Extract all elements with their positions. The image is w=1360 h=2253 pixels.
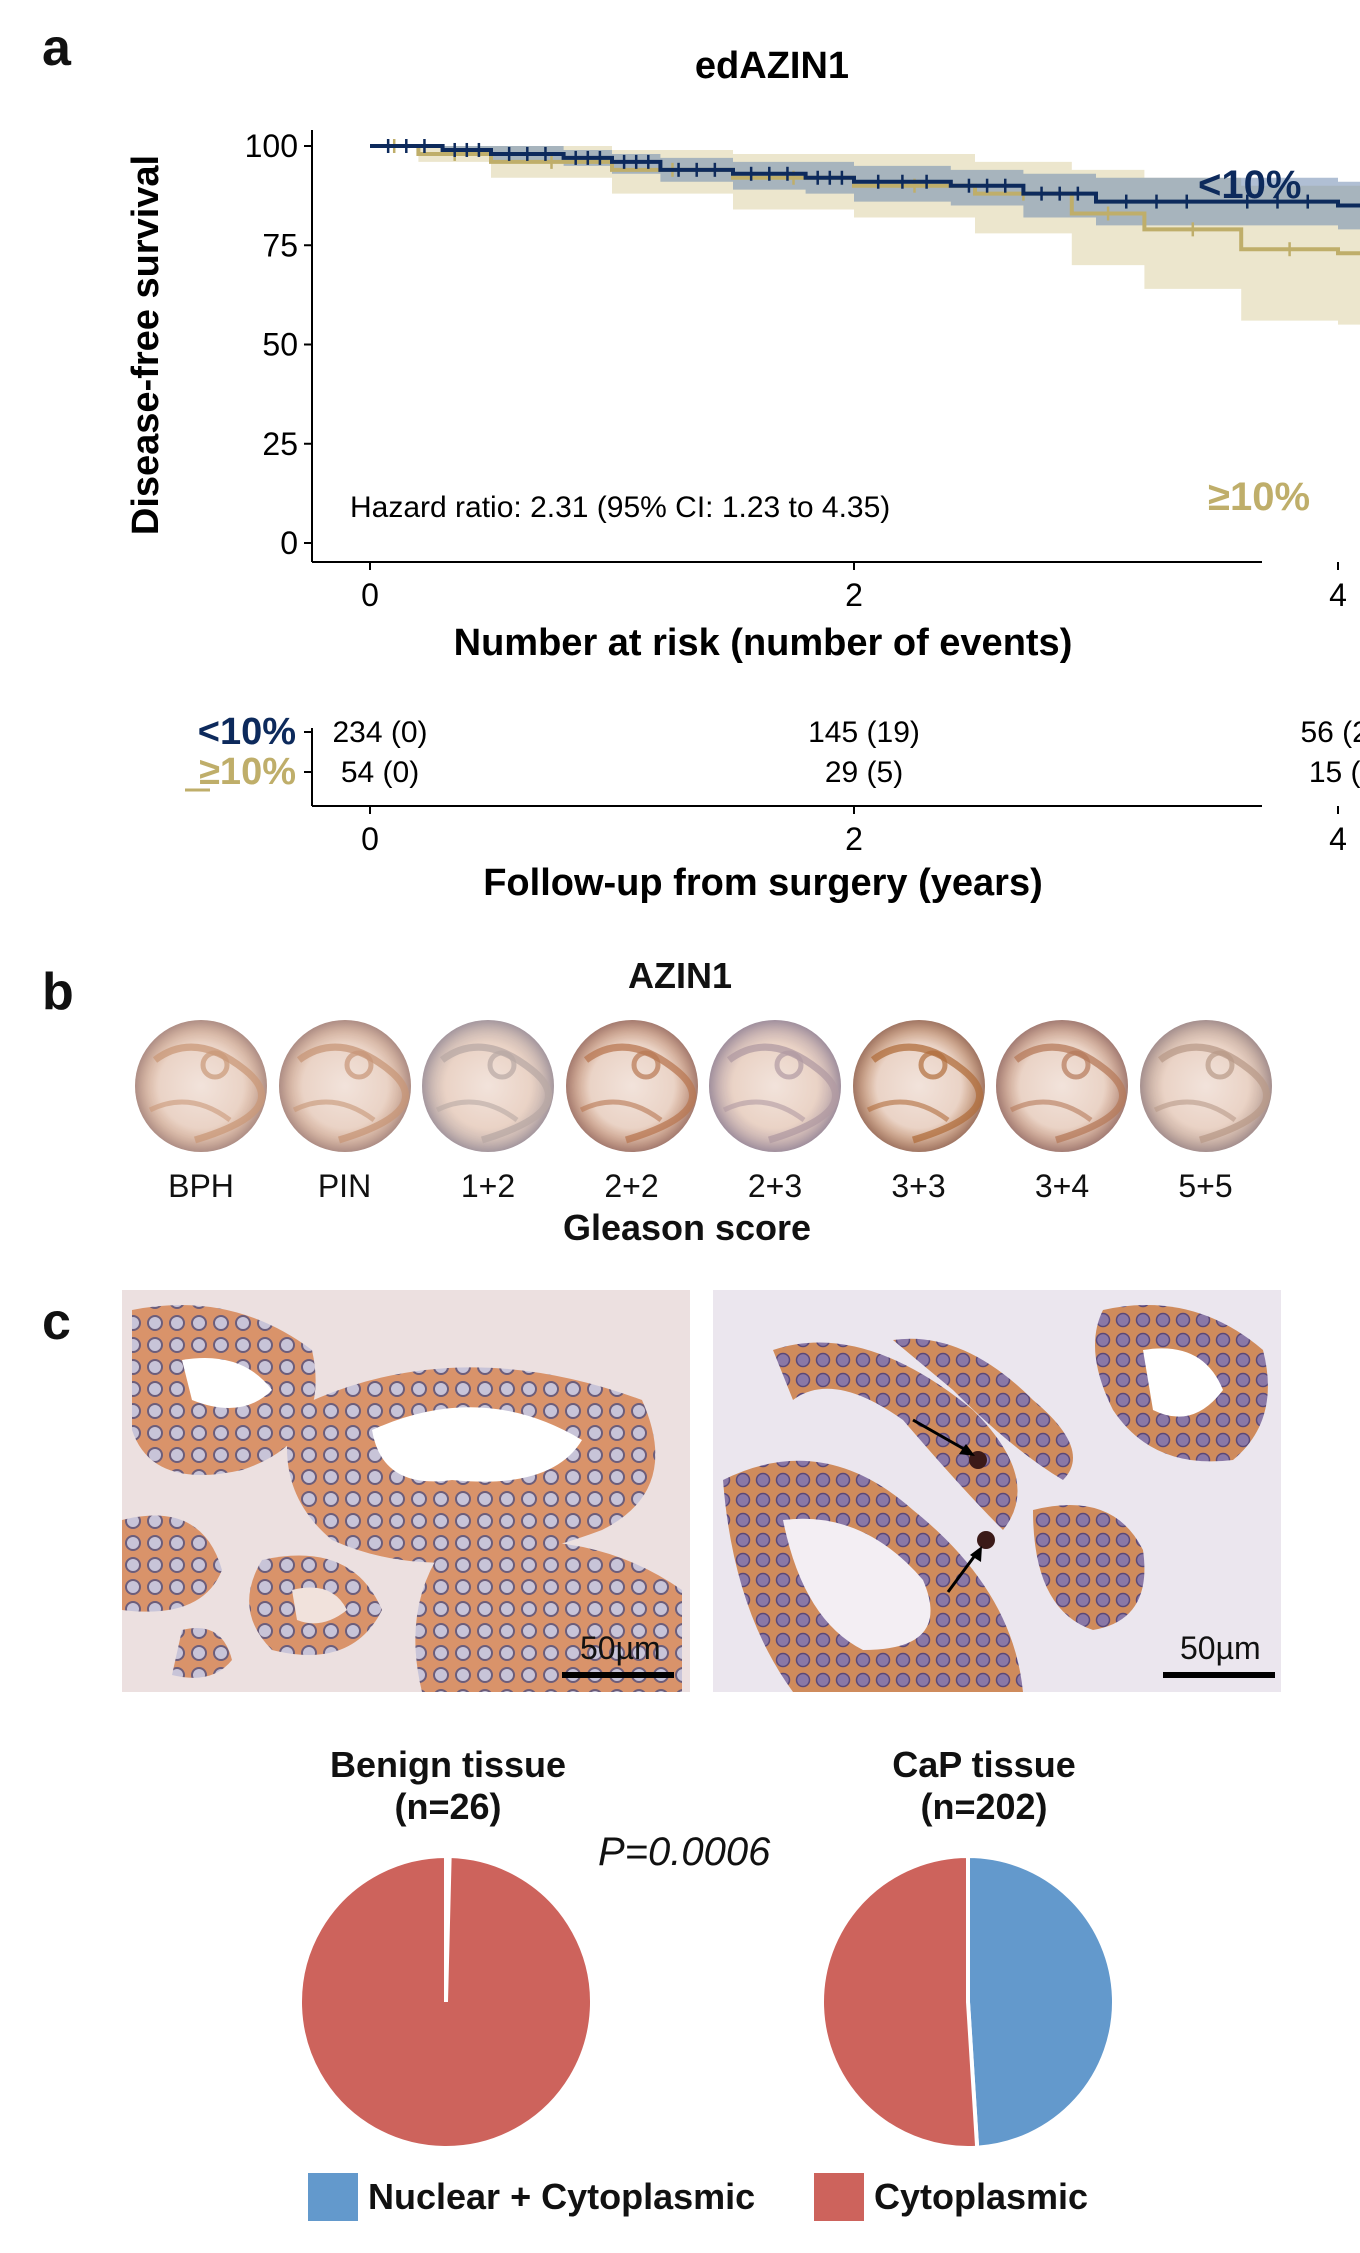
micrograph-cancer <box>713 1290 1281 1692</box>
scale-bar-right <box>1163 1672 1275 1678</box>
tissue-core-image <box>852 1020 985 1152</box>
legend-swatch-cytoplasmic <box>814 2173 864 2221</box>
pie-right-title-line2: (n=202) <box>920 1786 1048 1827</box>
survival-line-low <box>370 144 1360 208</box>
panel-letter-a: a <box>42 19 71 77</box>
risk-x-tick-label: 0 <box>361 821 379 857</box>
y-tick-label: 25 <box>262 426 298 462</box>
tissue-core-label: BPH <box>168 1168 234 1204</box>
tissue-core-image <box>709 1020 841 1152</box>
x-tick-label: 0 <box>361 577 379 613</box>
tissue-core-label: 3+3 <box>891 1168 946 1204</box>
pie-left-title: Benign tissue (n=26) <box>268 1744 628 1828</box>
risk-row-label: <10% <box>198 711 296 753</box>
axes: 02550751000246 <box>245 128 1347 613</box>
tissue-core-texture <box>579 1043 696 1144</box>
risk-cell: 15 (9) <box>1309 756 1360 789</box>
micrograph-benign <box>122 1290 690 1692</box>
scale-label-right: 50µm <box>1180 1630 1261 1666</box>
x-axis-label: Number at risk (number of events) <box>454 622 1073 664</box>
legend-swatch-nuclear <box>308 2173 358 2221</box>
x-tick-label: 4 <box>1329 577 1347 613</box>
tissue-core-label: 2+3 <box>747 1168 803 1204</box>
y-axis-label: Disease-free survival <box>125 155 167 535</box>
scale-label-left: 50µm <box>580 1630 661 1666</box>
tissue-core-texture <box>435 1043 553 1144</box>
pie-slice-cytoplasmic <box>298 1853 594 2150</box>
pie-right-title-line1: CaP tissue <box>892 1744 1076 1785</box>
risk-cell: 234 (0) <box>332 716 427 749</box>
survival-chart: edAZIN1 Disease-free survival Number at … <box>125 45 1360 904</box>
tissue-core-label: 3+4 <box>1034 1168 1090 1204</box>
risk-table-x-label: Follow-up from surgery (years) <box>483 862 1043 904</box>
tissue-core-texture <box>292 1043 409 1144</box>
tissue-core-texture <box>1009 1043 1127 1144</box>
tissue-core-label: 5+5 <box>1178 1168 1233 1204</box>
risk-x-tick-label: 2 <box>845 821 863 857</box>
y-tick-label: 75 <box>262 227 298 263</box>
tissue-core-label: 1+2 <box>460 1168 516 1204</box>
chart-title: edAZIN1 <box>695 45 849 87</box>
risk-table: <10%234 (0)145 (19)56 (27)21 (29)≥10%54 … <box>185 711 1360 857</box>
pie-slice-cytoplasmic <box>820 1853 980 2150</box>
survival-line-high <box>370 144 1360 256</box>
scale-bar-left <box>562 1672 674 1678</box>
legend-label-cytoplasmic: Cytoplasmic <box>874 2176 1089 2217</box>
tissue-core-texture <box>866 1043 983 1144</box>
tissue-core-image <box>565 1020 698 1152</box>
panel-letter-c: c <box>42 1293 71 1351</box>
tissue-core-label: 2+2 <box>604 1168 659 1204</box>
tissue-core-image <box>1139 1020 1272 1152</box>
tissue-core-image <box>278 1020 411 1152</box>
pie-slice-nuclear-cytoplasmic <box>966 1853 1116 2150</box>
y-tick-label: 0 <box>280 525 298 561</box>
survival-curves <box>370 139 1360 257</box>
legend-label-nuclear: Nuclear + Cytoplasmic <box>368 2176 756 2217</box>
risk-cell: 56 (27) <box>1300 716 1360 749</box>
panel-letter-b: b <box>42 963 74 1021</box>
series-label-high: ≥10% <box>1208 475 1310 519</box>
tissue-core-image <box>422 1020 554 1152</box>
risk-cell: 54 (0) <box>341 756 419 789</box>
pie-left-title-line2: (n=26) <box>394 1786 502 1827</box>
risk-cell: 29 (5) <box>825 756 903 789</box>
tissue-core-texture <box>722 1043 840 1144</box>
y-tick-label: 50 <box>262 327 298 363</box>
x-tick-label: 2 <box>845 577 863 613</box>
pie-left-title-line1: Benign tissue <box>329 1744 567 1785</box>
p-value: P=0.0006 <box>598 1830 771 1874</box>
series-label-low: <10% <box>1198 163 1301 207</box>
pie-right-title: CaP tissue (n=202) <box>804 1744 1164 1828</box>
hazard-ratio-annotation: Hazard ratio: 2.31 (95% CI: 1.23 to 4.35… <box>350 491 890 524</box>
tissue-core-label: PIN <box>317 1168 372 1204</box>
risk-x-tick-label: 4 <box>1329 821 1347 857</box>
pie-charts <box>298 1853 1116 2150</box>
gleason-score-label: Gleason score <box>562 1207 812 1248</box>
panel-b-title: AZIN1 <box>627 955 732 996</box>
risk-cell: 145 (19) <box>808 716 920 749</box>
tissue-core-texture <box>148 1043 266 1144</box>
tissue-core-image <box>135 1020 267 1152</box>
risk-row-label: ≥10% <box>199 751 296 793</box>
y-tick-label: 100 <box>245 128 298 164</box>
tissue-core-texture <box>1153 1043 1270 1144</box>
tissue-core-image <box>996 1020 1128 1152</box>
